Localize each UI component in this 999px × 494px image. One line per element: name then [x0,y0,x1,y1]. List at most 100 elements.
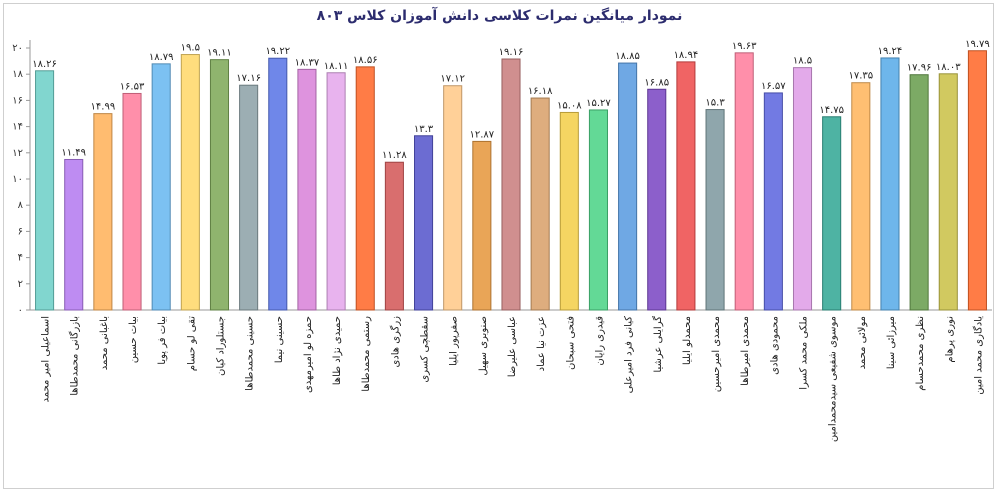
data-label: ۱۹.۲۲ [265,46,290,57]
category-labels: اسماعیلی امیر محمد بازرگانی محمدطاها باغبا… [41,316,985,442]
data-label: ۱۶.۸۵ [644,77,669,88]
data-label: ۱۹.۶۳ [732,41,757,52]
bar [35,70,55,311]
category-label: حسینی محمدطاها [245,316,256,391]
data-label: ۱۸.۱۱ [324,61,349,72]
bar [647,88,667,311]
bar [676,61,696,311]
data-label: ۱۴.۹۹ [91,102,116,113]
bar [414,135,434,311]
y-tick-label: ۱۰ [12,174,23,185]
data-label: ۱۶.۵۷ [761,81,786,92]
bar [880,57,900,311]
data-label: ۱۹.۱۶ [499,47,524,58]
bar [268,57,288,311]
bar [705,109,725,311]
category-label: حمیدی نژاد طاها [332,316,343,385]
data-label: ۱۸.۵۶ [353,55,378,66]
bar [151,63,171,311]
data-label: ۱۸.۲۶ [32,59,57,70]
bar [384,161,404,311]
category-label: یادگاری محمد امین [972,316,984,395]
bar [122,92,142,311]
data-label: ۱۷.۱۲ [440,74,465,85]
category-label: ملکی محمد کسرا [799,316,810,390]
data-label: ۱۸.۳۷ [295,57,320,68]
category-label: مولائی محمد [857,316,868,369]
bar [297,68,317,311]
data-label: ۱۹.۵ [181,43,200,54]
category-label: محمودی هادی [769,316,780,375]
data-label: ۱۹.۲۴ [878,46,903,57]
data-label: ۱۸.۷۹ [149,52,174,63]
data-label: ۱۲.۸۷ [470,129,495,140]
bar [967,50,987,311]
category-label: نظری محمدحسام [915,316,926,391]
y-tick-label: ۱۴ [12,122,23,133]
data-label: ۱۱.۲۸ [382,150,407,161]
category-label: زرگری هادی [389,316,401,368]
category-label: محمدی امیرحسین [711,316,722,392]
category-label: محمدی امیرطاها [740,316,751,386]
data-label: ۱۹.۱۱ [207,48,232,59]
data-label: ۱۵.۰۸ [557,100,582,111]
category-label: کیانی فرد امیرعلی [624,316,635,394]
category-label: قیدری رایان [594,316,605,366]
category-label: تقی لو حسام [186,316,197,371]
bar [180,54,200,311]
category-label: میرزائی سینا [886,316,897,369]
data-label: ۱۶.۵۳ [120,81,145,92]
bars [35,50,987,311]
data-label: ۱۸.۵ [793,56,812,67]
data-label: ۱۷.۳۵ [848,71,873,82]
data-labels: ۱۸.۲۶ ۱۱.۴۹ ۱۴.۹۹ ۱۶.۵۳ ۱۸.۷۹ ۱۹.۵ ۱۹.۱۱ ۱۷.۱۶ ۱… [32,39,990,161]
bar [559,111,579,311]
data-label: ۱۴.۷۵ [819,105,844,116]
category-label: گرایلی عرشیا [652,316,664,373]
y-tick-label: ۱۶ [12,95,23,106]
category-label: رستمی محمدطاها [361,316,372,392]
bar [530,97,550,311]
data-label: ۱۸.۸۵ [615,51,640,62]
bar [792,67,813,311]
data-label: ۱۹.۷۹ [965,39,990,50]
category-label: حسینی نیما [274,316,285,363]
bar [472,140,492,311]
category-label: عباسی علیرضا [507,316,518,377]
data-label: ۱۱.۴۹ [61,147,86,158]
bar [239,84,259,311]
bar [209,59,230,311]
bar [588,109,608,311]
category-label: اسماعیلی امیر محمد [41,316,52,402]
bar [443,85,463,311]
bar [618,62,638,311]
category-label: عزت نیا عماد [536,316,547,371]
y-tick-label: ۱۲ [12,148,23,159]
data-label: ۱۸.۰۳ [936,62,961,73]
category-label: فتحی سبحان [565,316,576,370]
category-label: بازرگانی محمدطاها [69,316,81,396]
y-tick-label: ۱۸ [12,69,23,80]
chart-title: نمودار میانگین نمرات کلاسی دانش آموزان ک… [316,8,683,24]
y-tick-label: ۶ [18,226,23,237]
category-label: موسوی شفیعی سیدمحمدامین [828,316,839,442]
data-label: ۱۷.۹۶ [907,63,932,74]
data-label: ۱۸.۹۴ [674,50,699,61]
bar [355,66,375,311]
category-label: صفرپور ایلیا [449,316,460,366]
y-tick-label: ۰ [18,305,23,316]
bar [734,52,754,311]
bar [822,116,842,311]
bar [938,73,958,311]
category-label: نوری پرهام [944,316,955,363]
data-label: ۱۶.۱۸ [528,86,553,97]
bar [93,113,113,311]
category-label: بیات فر پویا [157,316,168,365]
bar [909,74,929,311]
y-tick-label: ۴ [18,253,23,264]
data-label: ۱۵.۲۷ [586,98,611,109]
y-tick-label: ۲ [18,279,23,290]
bar [851,82,871,311]
category-label: بیات حسین [128,316,139,363]
